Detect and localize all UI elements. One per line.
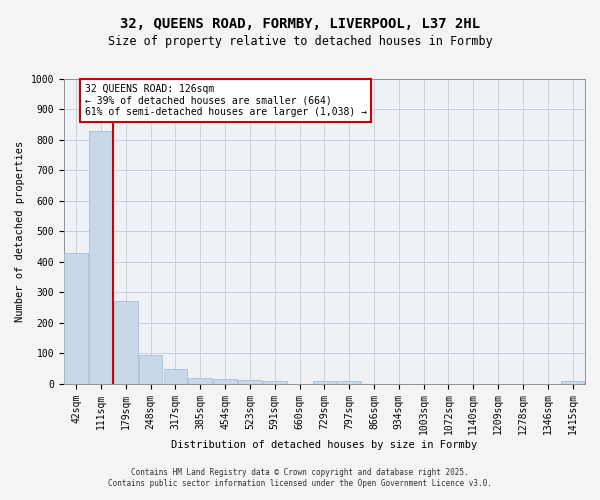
Bar — [114, 302, 137, 384]
Bar — [313, 380, 336, 384]
Bar — [64, 252, 88, 384]
Bar — [188, 378, 212, 384]
X-axis label: Distribution of detached houses by size in Formby: Distribution of detached houses by size … — [171, 440, 478, 450]
Bar — [263, 381, 287, 384]
Bar — [89, 131, 113, 384]
Text: 32, QUEENS ROAD, FORMBY, LIVERPOOL, L37 2HL: 32, QUEENS ROAD, FORMBY, LIVERPOOL, L37 … — [120, 18, 480, 32]
Bar — [164, 370, 187, 384]
Bar — [238, 380, 262, 384]
Text: Size of property relative to detached houses in Formby: Size of property relative to detached ho… — [107, 35, 493, 48]
Bar — [139, 354, 163, 384]
Y-axis label: Number of detached properties: Number of detached properties — [15, 140, 25, 322]
Bar — [214, 379, 237, 384]
Text: Contains HM Land Registry data © Crown copyright and database right 2025.
Contai: Contains HM Land Registry data © Crown c… — [108, 468, 492, 487]
Text: 32 QUEENS ROAD: 126sqm
← 39% of detached houses are smaller (664)
61% of semi-de: 32 QUEENS ROAD: 126sqm ← 39% of detached… — [85, 84, 367, 117]
Bar — [561, 380, 584, 384]
Bar — [337, 380, 361, 384]
